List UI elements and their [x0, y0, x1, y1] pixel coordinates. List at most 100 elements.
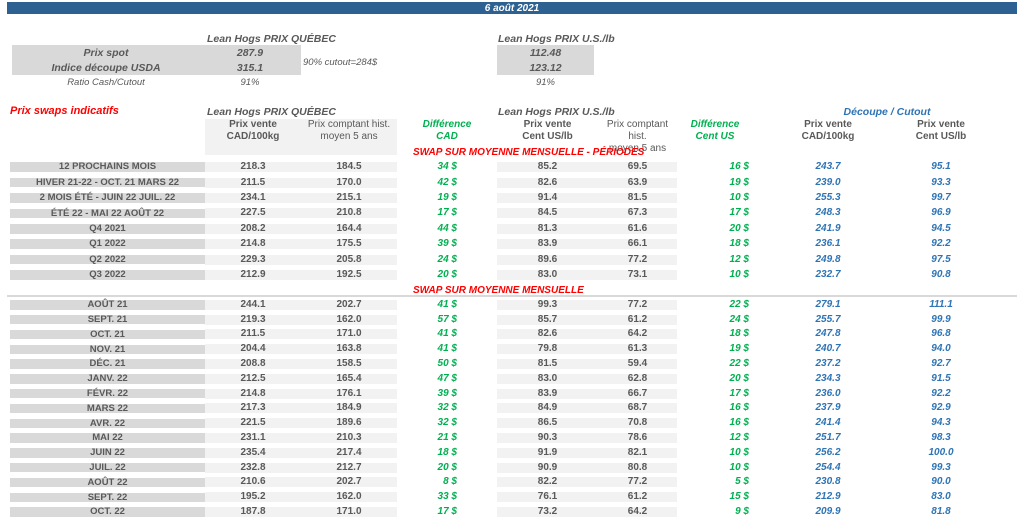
table-row: JANV. 22 212.5 165.4 47 $ 83.0 62.8 20 $…	[10, 371, 979, 386]
table-row: NOV. 21 204.4 163.8 41 $ 79.8 61.3 19 $ …	[10, 342, 979, 357]
cell-diff-cad: 50 $	[437, 358, 457, 370]
cell-qc-sell: 218.3	[205, 162, 301, 173]
table-row: Q3 2022 212.9 192.5 20 $ 83.0 73.1 10 $ …	[10, 267, 979, 282]
row-label: Q3 2022	[10, 270, 205, 280]
cell-diff-cad: 19 $	[437, 191, 457, 203]
cell-us-sell: 84.9	[497, 403, 598, 414]
cell-diff-us: 10 $	[729, 461, 749, 473]
cell-us-hist: 66.7	[598, 388, 677, 399]
summary-row-cutout-index: Indice découpe USDA 315.1	[12, 60, 301, 75]
table-row: ÉTÉ 22 - MAI 22 AOÛT 22 227.5 210.8 17 $…	[10, 206, 979, 221]
cell-diff-cad: 39 $	[437, 238, 457, 250]
periods-body: 12 PROCHAINS MOIS 218.3 184.5 34 $ 85.2 …	[10, 160, 979, 283]
cell-qc-sell: 219.3	[205, 314, 301, 325]
row-label: AOÛT 22	[10, 478, 205, 488]
table-row: DÉC. 21 208.8 158.5 50 $ 81.5 59.4 22 $ …	[10, 357, 979, 372]
cell-us-sell: 81.3	[497, 223, 598, 234]
cell-diff-cad: 57 $	[437, 313, 457, 325]
cell-cutout-cent-us: 92.2	[931, 387, 951, 399]
cell-qc-hist: 210.3	[301, 433, 397, 444]
cell-us-hist: 77.2	[598, 477, 677, 488]
col-header-cut-cad: Prix vente CAD/100kg	[801, 119, 855, 142]
row-label: Q4 2021	[10, 224, 205, 234]
cell-us-hist: 64.2	[598, 507, 677, 518]
cell-cutout-cent-us: 92.7	[931, 358, 951, 370]
cell-us-sell: 91.4	[497, 192, 598, 203]
cell-qc-hist: 184.5	[301, 162, 397, 173]
cell-diff-us: 12 $	[729, 253, 749, 265]
cell-diff-cad: 41 $	[437, 343, 457, 355]
row-label: NOV. 21	[10, 345, 205, 355]
cell-cutout-cent-us: 93.3	[931, 176, 951, 188]
cell-cutout-cad: 240.7	[815, 343, 841, 355]
cell-qc-sell: 232.8	[205, 462, 301, 473]
cell-us-sell: 86.5	[497, 418, 598, 429]
table-row: OCT. 22 187.8 171.0 17 $ 73.2 64.2 9 $ 2…	[10, 505, 979, 520]
cell-qc-hist: 205.8	[301, 254, 397, 265]
summary-us-box: 112.48 123.12	[497, 45, 594, 75]
cell-cutout-cad: 212.9	[815, 491, 841, 503]
table-row: Q2 2022 229.3 205.8 24 $ 89.6 77.2 12 $ …	[10, 252, 979, 267]
row-label: OCT. 22	[10, 507, 205, 517]
periods-section-label: SWAP SUR MOYENNE MENSUELLE - PÉRIODES	[413, 147, 645, 158]
cell-diff-cad: 41 $	[437, 328, 457, 340]
cell-us-hist: 82.1	[598, 447, 677, 458]
cell-cutout-cent-us: 98.3	[931, 432, 951, 444]
report-date: 6 août 2021	[484, 2, 540, 14]
cell-diff-us: 20 $	[729, 372, 749, 384]
row-label: 2 MOIS ÉTÉ - JUIN 22 JUIL. 22	[10, 193, 205, 203]
table-row: 2 MOIS ÉTÉ - JUIN 22 JUIL. 22 234.1 215.…	[10, 190, 979, 205]
cell-cutout-cad: 237.9	[815, 402, 841, 414]
cell-qc-sell: 195.2	[205, 492, 301, 503]
label-column-spacer	[10, 119, 205, 155]
cutout-note: 90% cutout=284$	[303, 57, 378, 68]
cell-diff-cad: 39 $	[437, 387, 457, 399]
cell-us-sell: 83.9	[497, 239, 598, 250]
ratio-label: Ratio Cash/Cutout	[67, 77, 145, 88]
row-label: AVR. 22	[10, 419, 205, 429]
cell-qc-hist: 170.0	[301, 177, 397, 188]
table-row: HIVER 21-22 - OCT. 21 MARS 22 211.5 170.…	[10, 175, 979, 190]
cell-cutout-cent-us: 91.5	[931, 372, 951, 384]
cell-qc-hist: 163.8	[301, 344, 397, 355]
col-header-qc-sell: Prix vente CAD/100kg	[205, 119, 301, 155]
cell-cutout-cad: 236.0	[815, 387, 841, 399]
col-header-cut-us: Prix vente Cent US/lb	[915, 119, 967, 142]
cell-cutout-cad: 248.3	[815, 207, 841, 219]
cell-cutout-cent-us: 111.1	[929, 298, 953, 310]
table-row: JUIN 22 235.4 217.4 18 $ 91.9 82.1 10 $ …	[10, 445, 979, 460]
cell-qc-hist: 171.0	[301, 507, 397, 518]
row-label: HIVER 21-22 - OCT. 21 MARS 22	[10, 178, 205, 188]
ratio-quebec-value: 91%	[240, 77, 260, 88]
cell-cutout-cent-us: 100.0	[928, 446, 954, 458]
cell-qc-sell: 235.4	[205, 447, 301, 458]
cell-cutout-cent-us: 99.7	[931, 191, 951, 203]
section-divider	[7, 295, 1017, 297]
cell-diff-us: 10 $	[729, 446, 749, 458]
cell-diff-us: 16 $	[729, 417, 749, 429]
cell-us-sell: 90.9	[497, 462, 598, 473]
summary-us-header: Lean Hogs PRIX U.S./lb	[498, 33, 615, 45]
spot-us-value: 112.48	[529, 46, 562, 59]
cell-us-hist: 70.8	[598, 418, 677, 429]
cell-cutout-cad: 236.1	[815, 238, 841, 250]
row-label: JUIN 22	[10, 448, 205, 458]
cell-qc-hist: 217.4	[301, 447, 397, 458]
cell-diff-us: 22 $	[729, 358, 749, 370]
col-header-us-hist: Prix comptant hist. moyen 5 ans	[606, 119, 669, 154]
cell-cutout-cent-us: 95.1	[931, 161, 951, 173]
months-body: AOÛT 21 244.1 202.7 41 $ 99.3 77.2 22 $ …	[10, 298, 979, 520]
cell-us-sell: 91.9	[497, 447, 598, 458]
cell-cutout-cent-us: 83.0	[931, 491, 951, 503]
cell-cutout-cent-us: 81.8	[931, 506, 951, 518]
cell-diff-cad: 21 $	[437, 432, 457, 444]
cell-cutout-cad: 251.7	[815, 432, 841, 444]
cell-qc-hist: 162.0	[301, 314, 397, 325]
cell-qc-sell: 221.5	[205, 418, 301, 429]
table-us-header: Lean Hogs PRIX U.S./lb	[498, 106, 615, 118]
cell-us-hist: 66.1	[598, 239, 677, 250]
cell-cutout-cad: 255.7	[815, 313, 841, 325]
cell-diff-cad: 42 $	[437, 176, 457, 188]
cell-cutout-cent-us: 90.8	[931, 268, 951, 280]
cell-diff-cad: 20 $	[437, 268, 457, 280]
